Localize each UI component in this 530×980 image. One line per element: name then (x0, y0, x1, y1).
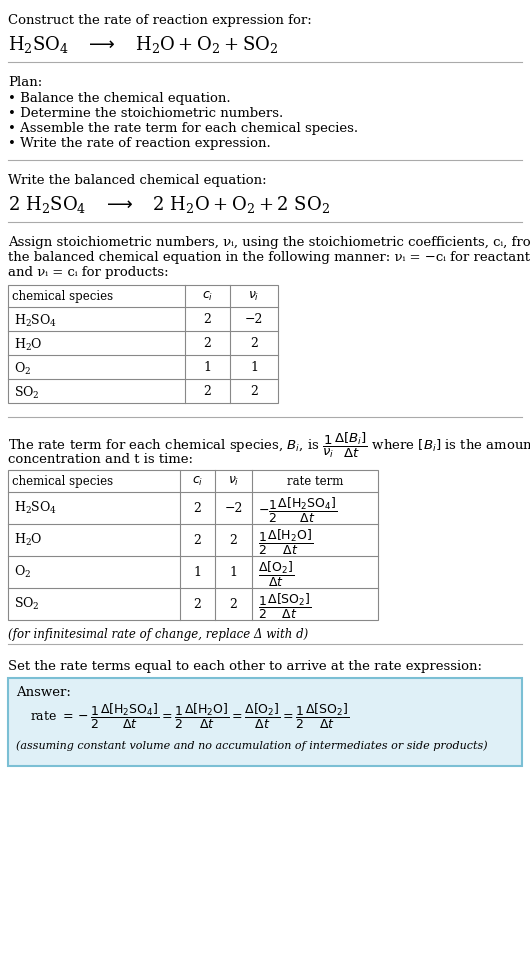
Text: 2: 2 (250, 385, 258, 398)
Text: • Balance the chemical equation.: • Balance the chemical equation. (8, 92, 231, 105)
Text: $\mathregular{O_2}$: $\mathregular{O_2}$ (14, 361, 31, 377)
Text: concentration and t is time:: concentration and t is time: (8, 453, 193, 466)
Text: The rate term for each chemical species, $B_i$, is $\dfrac{1}{\nu_i}\dfrac{\Delt: The rate term for each chemical species,… (8, 431, 530, 461)
Bar (8, 678, 522, 766)
Text: $c_i$: $c_i$ (202, 290, 213, 303)
Text: $-\dfrac{1}{2}\dfrac{\Delta[\mathrm{H_2SO_4}]}{\Delta t}$: $-\dfrac{1}{2}\dfrac{\Delta[\mathrm{H_2S… (258, 496, 338, 525)
Bar (8, 285, 278, 403)
Text: Construct the rate of reaction expression for:: Construct the rate of reaction expressio… (8, 14, 312, 27)
Text: 2: 2 (193, 598, 201, 611)
Text: 2: 2 (204, 337, 211, 350)
Text: 2: 2 (193, 502, 201, 515)
Text: $\mathregular{H_2SO_4}$   $\longrightarrow$   $\mathregular{H_2O + O_2 + SO_2}$: $\mathregular{H_2SO_4}$ $\longrightarrow… (8, 34, 278, 55)
Text: chemical species: chemical species (12, 475, 113, 488)
Text: $\mathregular{H_2O}$: $\mathregular{H_2O}$ (14, 337, 42, 353)
Text: $\dfrac{\Delta[\mathrm{O_2}]}{\Delta t}$: $\dfrac{\Delta[\mathrm{O_2}]}{\Delta t}$ (258, 560, 294, 589)
Text: Write the balanced chemical equation:: Write the balanced chemical equation: (8, 174, 267, 187)
Bar (8, 470, 378, 620)
Text: the balanced chemical equation in the following manner: νᵢ = −cᵢ for reactants: the balanced chemical equation in the fo… (8, 251, 530, 264)
Text: 1: 1 (250, 361, 258, 374)
Text: $\dfrac{1}{2}\dfrac{\Delta[\mathrm{SO_2}]}{\Delta t}$: $\dfrac{1}{2}\dfrac{\Delta[\mathrm{SO_2}… (258, 592, 312, 621)
Text: 1: 1 (229, 566, 237, 579)
Text: • Determine the stoichiometric numbers.: • Determine the stoichiometric numbers. (8, 107, 283, 120)
Text: (for infinitesimal rate of change, replace Δ with d): (for infinitesimal rate of change, repla… (8, 628, 308, 641)
Text: −2: −2 (224, 502, 243, 515)
Text: 2: 2 (204, 313, 211, 326)
Text: 2: 2 (250, 337, 258, 350)
Text: 2: 2 (193, 534, 201, 547)
Text: 2: 2 (229, 598, 237, 611)
Text: −2: −2 (245, 313, 263, 326)
Text: $\mathregular{H_2SO_4}$: $\mathregular{H_2SO_4}$ (14, 500, 57, 516)
Text: and νᵢ = cᵢ for products:: and νᵢ = cᵢ for products: (8, 266, 169, 279)
Text: $\mathregular{SO_2}$: $\mathregular{SO_2}$ (14, 385, 40, 401)
Text: $c_i$: $c_i$ (192, 475, 203, 488)
Text: $\mathregular{2\ H_2SO_4}$   $\longrightarrow$   $\mathregular{2\ H_2O + O_2 + 2: $\mathregular{2\ H_2SO_4}$ $\longrightar… (8, 194, 330, 215)
Text: (assuming constant volume and no accumulation of intermediates or side products): (assuming constant volume and no accumul… (16, 740, 488, 751)
Text: • Write the rate of reaction expression.: • Write the rate of reaction expression. (8, 137, 271, 150)
Text: Answer:: Answer: (16, 686, 71, 699)
Text: • Assemble the rate term for each chemical species.: • Assemble the rate term for each chemic… (8, 122, 358, 135)
Text: $\nu_i$: $\nu_i$ (228, 475, 239, 488)
Text: $\mathregular{SO_2}$: $\mathregular{SO_2}$ (14, 596, 40, 612)
Text: $\mathregular{H_2O}$: $\mathregular{H_2O}$ (14, 532, 42, 548)
Text: 2: 2 (229, 534, 237, 547)
Text: $\mathregular{H_2SO_4}$: $\mathregular{H_2SO_4}$ (14, 313, 57, 329)
Text: 1: 1 (193, 566, 201, 579)
Text: rate term: rate term (287, 475, 343, 488)
Text: Assign stoichiometric numbers, νᵢ, using the stoichiometric coefficients, cᵢ, fr: Assign stoichiometric numbers, νᵢ, using… (8, 236, 530, 249)
Text: 2: 2 (204, 385, 211, 398)
Text: $\mathregular{O_2}$: $\mathregular{O_2}$ (14, 564, 31, 580)
Text: Plan:: Plan: (8, 76, 42, 89)
Text: 1: 1 (204, 361, 211, 374)
Text: rate $= -\dfrac{1}{2}\dfrac{\Delta[\mathrm{H_2SO_4}]}{\Delta t}= \dfrac{1}{2}\df: rate $= -\dfrac{1}{2}\dfrac{\Delta[\math… (30, 702, 349, 731)
Text: Set the rate terms equal to each other to arrive at the rate expression:: Set the rate terms equal to each other t… (8, 660, 482, 673)
Text: $\nu_i$: $\nu_i$ (249, 290, 260, 303)
Text: $\dfrac{1}{2}\dfrac{\Delta[\mathrm{H_2O}]}{\Delta t}$: $\dfrac{1}{2}\dfrac{\Delta[\mathrm{H_2O}… (258, 528, 313, 557)
Text: chemical species: chemical species (12, 290, 113, 303)
